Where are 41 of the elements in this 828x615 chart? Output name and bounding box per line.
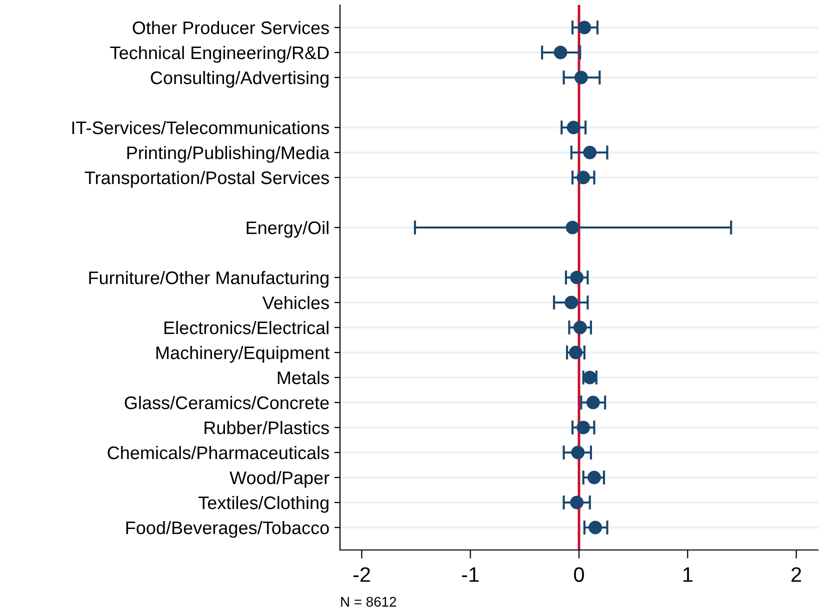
y-tick-label: Rubber/Plastics [204, 420, 329, 434]
y-tick-label: Food/Beverages/Tobacco [126, 520, 329, 538]
point [588, 520, 602, 534]
point [588, 470, 601, 484]
y-tick-label: Metals [278, 370, 329, 384]
text: N = 8612 [341, 596, 396, 607]
point [574, 70, 588, 84]
y-tick-label: Printing/Publishing/Media [127, 146, 330, 163]
point [586, 396, 600, 410]
point [573, 320, 587, 334]
y-tick-label: Electronics/Electrical [164, 320, 328, 334]
y-tick-label: Transportation/Postal Services [84, 170, 329, 188]
y-tick-label: Furniture/Other Manufacturing [89, 270, 328, 288]
point [576, 170, 590, 184]
y-tick-label: Energy/Oil [246, 220, 328, 238]
point [583, 146, 597, 160]
y-tick-label: Other Producer Services [132, 20, 329, 34]
point [554, 46, 568, 60]
point [566, 120, 580, 134]
x-tick-label: -1 [462, 567, 479, 582]
y-tick-label: Chemicals/Pharmaceuticals [108, 446, 329, 460]
point [566, 220, 580, 234]
point [571, 446, 585, 460]
point [570, 270, 584, 284]
y-tick-label: Glass/Ceramics/Concrete [124, 396, 329, 410]
x-tick-label: -2 [353, 567, 370, 582]
point [564, 296, 578, 310]
point [570, 496, 584, 510]
y-tick-label: Vehicles [262, 296, 329, 310]
x-tick-label: 1 [683, 567, 692, 582]
point [578, 20, 592, 34]
y-tick-label: Technical Engineering/R&D [110, 46, 329, 63]
x-tick-label: 2 [792, 567, 802, 582]
point [569, 346, 582, 360]
y-tick-label: IT-Services/Telecommunications [72, 120, 329, 134]
y-tick-label: Machinery/Equipment [156, 346, 330, 363]
point [576, 420, 590, 434]
y-tick-label: Wood/Paper [230, 470, 330, 488]
y-tick-label: Consulting/Advertising [150, 70, 328, 88]
y-tick-label: Textiles/Clothing [198, 496, 328, 513]
x-tick-label: 0 [574, 567, 584, 582]
